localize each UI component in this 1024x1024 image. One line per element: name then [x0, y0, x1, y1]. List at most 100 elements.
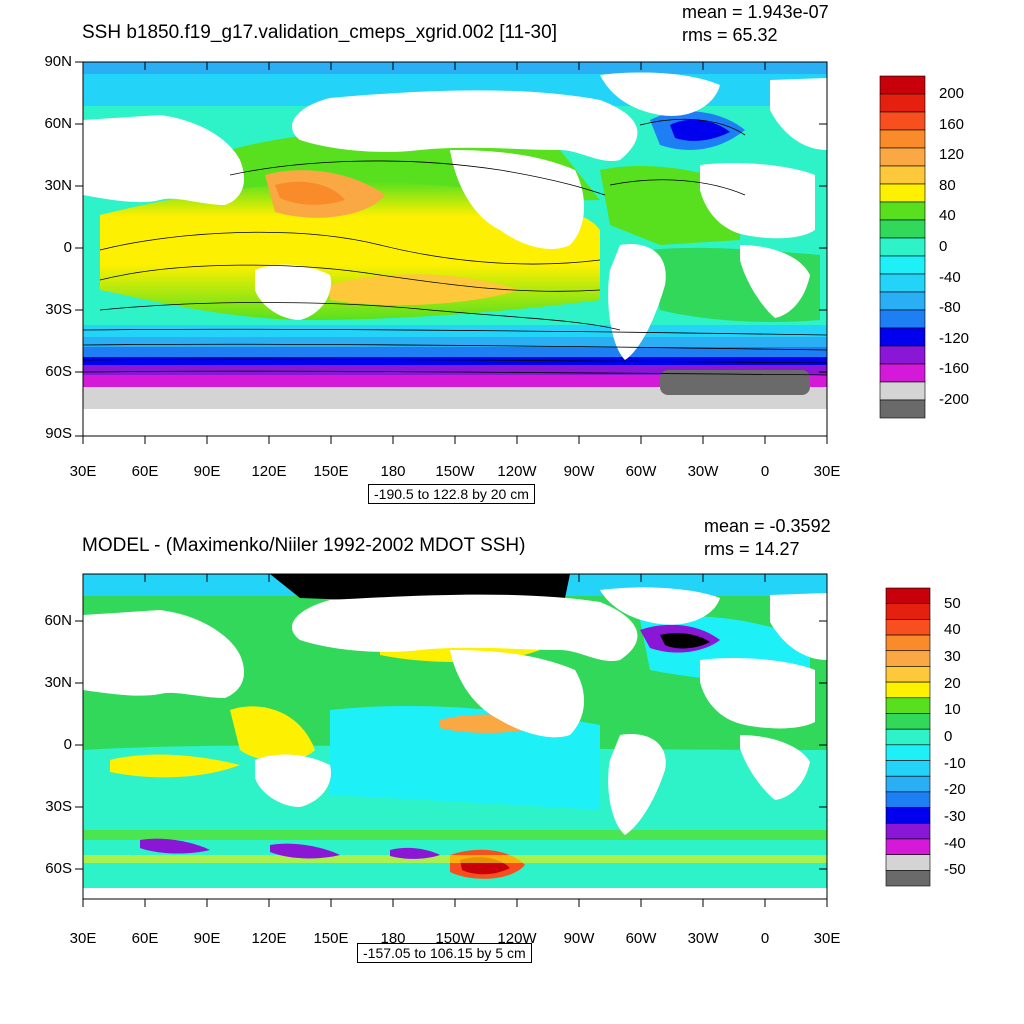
top-lat-label: 30N — [44, 177, 72, 194]
bottom-lat-label: 30S — [45, 798, 72, 815]
colorbar-label: 120 — [939, 146, 965, 164]
bottom-lon-label: 60W — [625, 930, 657, 947]
bottom-mean: mean = -0.3592 — [704, 516, 831, 536]
bottom-lat-label: 60N — [44, 612, 72, 629]
colorbar-swatch — [879, 165, 926, 185]
top-lon-label: 150W — [435, 463, 475, 480]
colorbar-swatch — [879, 129, 926, 149]
bottom-rms: rms = 14.27 — [704, 539, 800, 559]
bottom-lon-label: 120E — [251, 930, 287, 947]
top-lat-label: 90N — [44, 53, 72, 70]
top-rms: rms = 65.32 — [682, 25, 778, 45]
top-lat-label: 0 — [63, 239, 72, 256]
colorbar-label: -40 — [939, 268, 961, 286]
top-lon-label: 30E — [69, 463, 97, 480]
top-contour-info: -190.5 to 122.8 by 20 cm — [368, 484, 535, 504]
colorbar-swatch — [885, 603, 931, 620]
bottom-map-svg — [75, 573, 931, 907]
top-lon-label: 30W — [687, 463, 719, 480]
colorbar-swatch — [885, 838, 931, 855]
top-panel: SSH b1850.f19_g17.validation_cmeps_xgrid… — [0, 0, 1024, 510]
colorbar-swatch — [879, 381, 926, 401]
bottom-lon-label: 30E — [813, 930, 841, 947]
bottom-map-field — [83, 574, 827, 899]
colorbar-swatch — [879, 147, 926, 167]
top-colorbar — [879, 75, 926, 419]
bottom-colorbar — [885, 587, 931, 887]
colorbar-swatch — [879, 75, 926, 95]
colorbar-label: -30 — [944, 807, 966, 825]
colorbar-label: 0 — [944, 728, 953, 745]
top-lat-label: 30S — [45, 301, 72, 318]
bottom-lon-label: 90E — [193, 930, 221, 947]
top-lat-label: 60S — [45, 363, 72, 380]
top-lat-label: 60N — [44, 115, 72, 132]
top-map-svg — [75, 61, 926, 444]
colorbar-swatch — [879, 363, 926, 383]
bottom-lon-label: 120W — [497, 930, 537, 947]
colorbar-swatch — [885, 760, 931, 777]
top-lon-label: 0 — [760, 463, 770, 480]
top-lon-label: 30E — [813, 463, 841, 480]
colorbar-swatch — [885, 650, 931, 667]
top-lon-label: 90E — [193, 463, 221, 480]
bottom-lon-label: 30W — [687, 930, 719, 947]
colorbar-swatch — [879, 255, 926, 275]
colorbar-label: 200 — [939, 85, 965, 102]
colorbar-label: -160 — [939, 360, 970, 378]
colorbar-swatch — [885, 854, 931, 871]
colorbar-label: 20 — [944, 674, 961, 692]
bottom-title: MODEL - (Maximenko/Niiler 1992-2002 MDOT… — [82, 535, 526, 556]
top-lon-label: 90W — [563, 463, 595, 480]
colorbar-swatch — [885, 587, 931, 604]
bottom-panel: MODEL - (Maximenko/Niiler 1992-2002 MDOT… — [0, 510, 1024, 1024]
colorbar-swatch — [879, 237, 926, 257]
colorbar-swatch — [879, 201, 926, 221]
bottom-contour-info: -157.05 to 106.15 by 5 cm — [357, 943, 532, 963]
bottom-lat-label: 30N — [44, 674, 72, 691]
colorbar-swatch — [879, 291, 926, 311]
bottom-lat-label: 0 — [63, 736, 72, 753]
colorbar-label: -120 — [939, 329, 970, 347]
top-axis-ticks — [75, 61, 828, 444]
colorbar-label: 0 — [939, 238, 948, 255]
top-map-field — [83, 62, 827, 436]
colorbar-swatch — [879, 111, 926, 131]
colorbar-swatch — [879, 345, 926, 365]
colorbar-swatch — [879, 219, 926, 239]
colorbar-swatch — [885, 697, 931, 714]
bottom-lon-label: 0 — [760, 930, 770, 947]
top-lon-label: 120W — [497, 463, 537, 480]
top-mean: mean = 1.943e-07 — [682, 2, 829, 22]
colorbar-swatch — [885, 681, 931, 699]
colorbar-label: 160 — [939, 115, 965, 133]
colorbar-swatch — [885, 666, 931, 683]
colorbar-swatch — [879, 183, 926, 203]
colorbar-label: -80 — [939, 299, 961, 317]
colorbar-label: 40 — [944, 621, 961, 639]
colorbar-swatch — [885, 728, 931, 746]
colorbar-swatch — [879, 399, 926, 419]
colorbar-label: -50 — [944, 861, 966, 879]
top-lon-label: 60E — [131, 463, 159, 480]
colorbar-swatch — [879, 93, 926, 113]
bottom-lon-label: 150W — [435, 930, 475, 947]
colorbar-swatch — [879, 273, 926, 293]
colorbar-label: 40 — [939, 207, 956, 225]
bottom-lat-label: 60S — [45, 860, 72, 877]
colorbar-label: 80 — [939, 176, 956, 194]
colorbar-swatch — [885, 744, 931, 761]
top-title: SSH b1850.f19_g17.validation_cmeps_xgrid… — [82, 22, 557, 43]
colorbar-label: -20 — [944, 781, 966, 799]
colorbar-label: -10 — [944, 754, 966, 772]
bottom-lon-label: 30E — [69, 930, 97, 947]
colorbar-swatch — [885, 870, 931, 887]
colorbar-swatch — [885, 807, 931, 824]
top-contours — [83, 118, 827, 376]
colorbar-swatch — [879, 327, 926, 347]
colorbar-label: -200 — [939, 391, 970, 408]
top-lat-label: 90S — [45, 425, 72, 442]
top-lon-label: 60W — [625, 463, 657, 480]
bottom-lon-label: 90W — [563, 930, 595, 947]
colorbar-swatch — [885, 619, 931, 636]
